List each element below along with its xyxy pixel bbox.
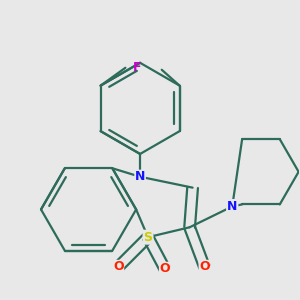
Text: S: S (143, 231, 152, 244)
Text: O: O (160, 262, 170, 275)
Text: O: O (113, 260, 124, 273)
Text: F: F (133, 61, 142, 74)
Text: N: N (227, 200, 237, 213)
Text: N: N (135, 170, 145, 183)
Text: O: O (199, 260, 210, 273)
